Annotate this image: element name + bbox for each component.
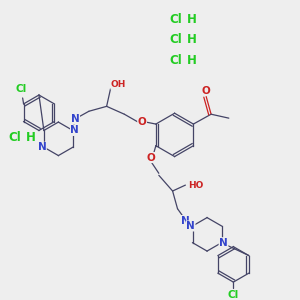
Text: N: N: [186, 221, 195, 231]
Text: Cl: Cl: [8, 131, 21, 144]
Text: O: O: [202, 85, 211, 96]
Text: H: H: [187, 54, 197, 67]
Text: H: H: [187, 33, 197, 46]
Text: O: O: [138, 117, 146, 127]
Text: Cl: Cl: [169, 33, 182, 46]
Text: Cl: Cl: [15, 84, 26, 94]
Text: Cl: Cl: [169, 54, 182, 67]
Text: N: N: [70, 125, 79, 136]
Text: N: N: [219, 238, 228, 248]
Text: Cl: Cl: [169, 13, 182, 26]
Text: N: N: [71, 114, 80, 124]
Text: N: N: [38, 142, 46, 152]
Text: H: H: [26, 131, 36, 144]
Text: H: H: [187, 13, 197, 26]
Text: N: N: [181, 216, 190, 226]
Text: Cl: Cl: [228, 290, 239, 300]
Text: HO: HO: [188, 181, 204, 190]
Text: OH: OH: [111, 80, 126, 89]
Text: O: O: [147, 152, 155, 163]
